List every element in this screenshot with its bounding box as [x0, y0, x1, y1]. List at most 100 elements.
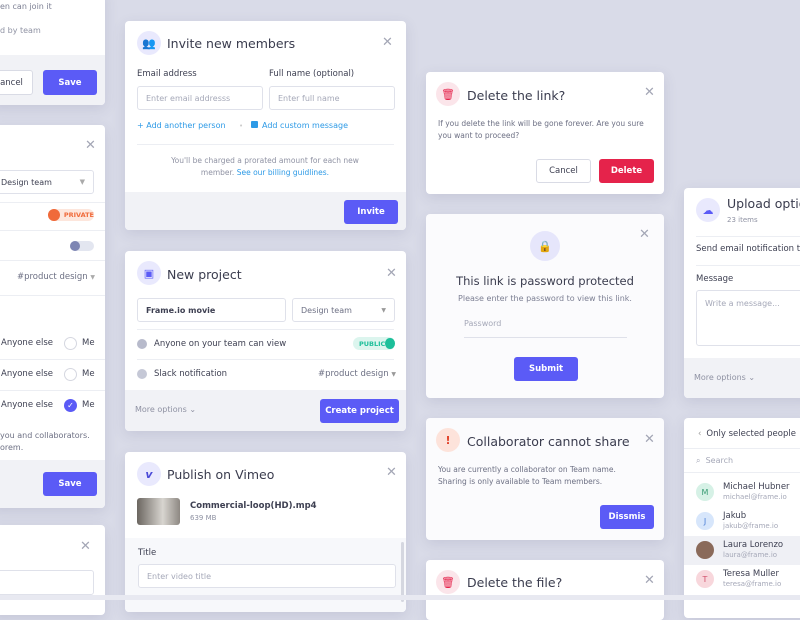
channel-value: #product design — [16, 272, 88, 282]
person-email: teresa@frame.io — [723, 580, 782, 588]
left-project-settings-card: ✕ Design team ▼ PRIVATE #product design ▼… — [0, 125, 105, 508]
trash-icon: 🗑 — [436, 82, 460, 106]
toggle-switch[interactable] — [70, 241, 94, 251]
slack-channel-select[interactable]: #product design ▼ — [317, 369, 396, 379]
project-icon: ▣ — [137, 261, 161, 285]
dialog-title: Publish on Vimeo — [167, 467, 275, 482]
globe-icon — [137, 339, 147, 349]
radio-button[interactable] — [64, 368, 77, 381]
cloud-upload-icon: ☁ — [696, 198, 720, 222]
close-icon[interactable]: ✕ — [644, 573, 655, 588]
close-icon[interactable]: ✕ — [386, 266, 397, 281]
billing-note: You'll be charged a prorated amount for … — [165, 155, 365, 179]
option-label: Me — [82, 369, 95, 379]
alert-icon: ! — [436, 428, 460, 452]
cancel-button[interactable]: ancel — [0, 70, 33, 95]
scrollbar[interactable] — [401, 542, 404, 602]
invite-members-dialog: 👥 Invite new members ✕ Email address Ful… — [125, 21, 406, 230]
more-options-toggle[interactable]: More options ⌄ — [135, 405, 196, 414]
close-icon[interactable]: ✕ — [85, 138, 96, 153]
add-person-link[interactable]: + Add another person — [137, 121, 226, 130]
submit-button[interactable]: Submit — [514, 357, 578, 381]
public-toggle[interactable]: PUBLIC — [353, 337, 395, 350]
close-icon[interactable]: ✕ — [644, 85, 655, 100]
create-project-button[interactable]: Create project — [320, 399, 399, 423]
badge-label: PUBLIC — [359, 339, 386, 348]
slack-icon — [137, 369, 147, 379]
save-button[interactable]: Save — [43, 472, 97, 496]
left-bottom-card: ✕ — [0, 525, 105, 615]
billing-link[interactable]: See our billing guidlines. — [236, 168, 330, 177]
video-thumbnail — [137, 498, 180, 525]
person-name: Teresa Muller — [723, 569, 780, 579]
file-size: 639 MB — [190, 514, 217, 522]
back-label: Only selected people — [706, 429, 796, 439]
video-title-input[interactable]: Enter video title — [138, 564, 396, 588]
back-button[interactable]: ‹ Only selected people — [698, 429, 796, 439]
close-icon[interactable]: ✕ — [639, 227, 650, 242]
notify-label: Send email notification to — [696, 244, 800, 254]
dialog-title: This link is password protected — [456, 274, 634, 288]
permission-row: Anyone else Me — [0, 337, 105, 351]
delete-link-dialog: 🗑 Delete the link? ✕ If you delete the l… — [426, 72, 664, 194]
person-item[interactable]: M Michael Hubner michael@frame.io — [684, 478, 800, 507]
person-email: michael@frame.io — [723, 493, 787, 501]
permission-row: Anyone else ✓ Me — [0, 399, 105, 413]
slack-channel-select[interactable]: #product design ▼ — [16, 272, 95, 282]
person-item[interactable]: Laura Lorenzo laura@frame.io — [684, 536, 800, 565]
publish-vimeo-dialog: v Publish on Vimeo ✕ Commercial-loop(HD)… — [125, 452, 406, 612]
avatar: M — [696, 483, 714, 501]
file-name: Commercial-loop(HD).mp4 — [190, 501, 317, 511]
add-message-link[interactable]: Add custom message — [251, 121, 348, 130]
team-select[interactable]: Design team ▼ — [292, 298, 395, 322]
billing-text: You'll be charged a prorated amount for … — [171, 156, 359, 177]
close-icon[interactable]: ✕ — [386, 465, 397, 480]
team-select[interactable]: Design team ▼ — [0, 170, 94, 194]
person-email: laura@frame.io — [723, 551, 778, 559]
item-count: 23 items — [727, 216, 758, 224]
cancel-button[interactable]: Cancel — [536, 159, 591, 183]
person-name: Michael Hubner — [723, 482, 790, 492]
person-item[interactable]: T Teresa Muller teresa@frame.io — [684, 565, 800, 594]
radio-button[interactable]: ✓ — [64, 399, 77, 412]
badge-label: PRIVATE — [63, 211, 94, 219]
dialog-title: Collaborator cannot share — [467, 434, 630, 449]
invite-button[interactable]: Invite — [344, 200, 398, 224]
close-icon[interactable]: ✕ — [644, 432, 655, 447]
person-item[interactable]: J Jakub jakub@frame.io — [684, 507, 800, 536]
message-placeholder: Write a message... — [705, 299, 780, 308]
name-input[interactable]: Enter full name — [269, 86, 395, 110]
save-button[interactable]: Save — [43, 70, 97, 95]
message-label: Message — [696, 274, 734, 284]
dialog-body: You are currently a collaborator on Team… — [438, 465, 616, 486]
upload-options-dialog: ☁ Upload options 23 items Send email not… — [684, 188, 800, 398]
close-icon[interactable]: ✕ — [382, 35, 393, 50]
avatar — [696, 541, 714, 559]
email-input[interactable]: Enter email addresss — [137, 86, 263, 110]
chevron-left-icon: ‹ — [698, 429, 702, 439]
search-input[interactable]: ⌕ Search — [696, 456, 733, 466]
password-input[interactable]: Password — [464, 319, 627, 338]
text-input[interactable] — [0, 570, 94, 595]
password-placeholder: Password — [464, 319, 502, 328]
delete-button[interactable]: Delete — [599, 159, 654, 183]
left-settings-card: en can join it d by team ancel Save — [0, 0, 105, 105]
toggle-knob — [70, 241, 80, 251]
note-line: you and collaborators. — [0, 431, 90, 440]
message-textarea[interactable]: Write a message... — [696, 290, 800, 346]
close-icon[interactable]: ✕ — [80, 539, 91, 554]
channel-value: #product design — [317, 369, 389, 379]
radio-button[interactable] — [64, 337, 77, 350]
team-value: Design team — [301, 305, 352, 315]
dialog-title: Delete the file? — [467, 575, 563, 590]
dismiss-button[interactable]: Dissmis — [600, 505, 654, 529]
lock-icon — [48, 209, 60, 221]
row-label: Anyone else — [1, 369, 54, 379]
dialog-title: Invite new members — [167, 36, 296, 51]
more-options-toggle[interactable]: More options ⌄ — [694, 373, 755, 382]
person-email: jakub@frame.io — [723, 522, 779, 530]
description-line: d by team — [0, 26, 41, 35]
project-name-input[interactable]: Frame.io movie — [137, 298, 286, 322]
vimeo-icon: v — [137, 462, 161, 486]
permission-row: Anyone else Me — [0, 368, 105, 382]
